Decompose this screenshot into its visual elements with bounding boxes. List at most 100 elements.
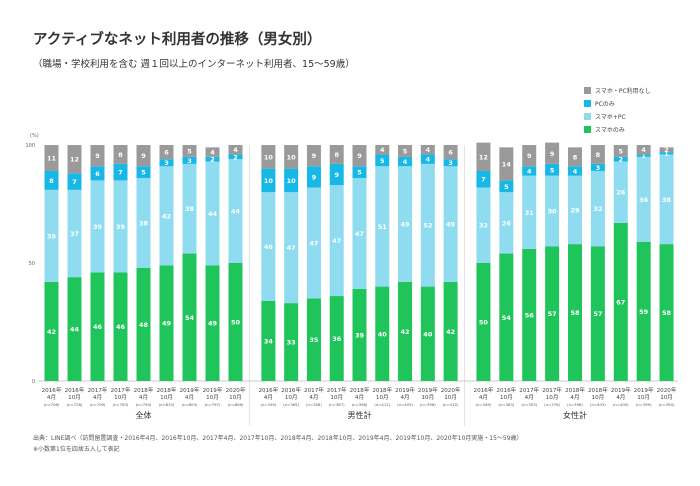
data-label: 4 (527, 167, 532, 175)
bar-segment-phone-only (590, 246, 605, 381)
x-tick-n: (n=365) (283, 402, 299, 407)
data-label: 49 (401, 221, 411, 229)
x-tick-month: 4月 (616, 394, 625, 401)
data-label: 5 (380, 157, 385, 165)
data-label: 42 (162, 212, 171, 220)
bar-segment-both (284, 192, 299, 304)
data-label: 42 (401, 328, 410, 336)
bar-segment-both (476, 187, 491, 263)
bar-segment-phone-only (636, 241, 651, 381)
bar-segment-both (113, 180, 128, 273)
bar-segment-none (284, 145, 299, 169)
bar-segment-both (545, 175, 560, 247)
data-label: 12 (70, 156, 79, 164)
bar-segment-phone-only (568, 244, 582, 381)
bar-segment-phone-only (476, 263, 491, 381)
bar-segment-both (398, 166, 413, 282)
bar-segment-phone-only (284, 303, 299, 381)
bar-segment-both (522, 175, 537, 249)
x-tick-year: 2016年 (258, 386, 278, 394)
data-label: 7 (72, 178, 77, 186)
data-label: 8 (334, 151, 339, 159)
x-tick-month: 4月 (264, 394, 273, 401)
bar-segment-phone-only (44, 281, 59, 381)
data-label: 3 (596, 164, 601, 172)
bar-segment-phone-only (613, 222, 628, 381)
bar-segment-none (659, 147, 674, 153)
bar-segment-pc-only (398, 156, 413, 167)
data-label: 7 (481, 176, 486, 184)
x-tick-month: 10月 (546, 394, 559, 401)
data-label: 8 (49, 177, 54, 185)
data-label: 38 (139, 219, 149, 227)
x-tick-n: (n=708) (44, 402, 60, 407)
data-label: 3 (164, 159, 169, 167)
bar-segment-pc-only (136, 166, 151, 179)
x-tick-month: 10月 (637, 394, 650, 401)
data-label: 26 (616, 189, 626, 197)
data-label: 9 (141, 152, 146, 160)
legend-swatch-both (584, 113, 591, 120)
bar-segment-none (443, 145, 458, 160)
data-label: 5 (141, 169, 146, 177)
x-tick-year: 2020年 (441, 386, 461, 394)
bar-segment-none (205, 147, 220, 157)
bar-segment-none (398, 145, 413, 157)
x-tick-year: 2017年 (327, 386, 347, 394)
x-tick-n: (n=356) (306, 402, 322, 407)
x-tick-month: 10月 (592, 394, 605, 401)
data-label: 8 (573, 153, 578, 161)
bar-segment-both (306, 187, 321, 299)
data-label: 2 (619, 156, 624, 164)
x-tick-month: 10月 (444, 394, 457, 401)
data-label: 40 (378, 330, 388, 338)
bar-segment-both (420, 163, 435, 287)
chart-title: アクティブなネット利用者の推移（男女別） (33, 32, 322, 48)
legend-label: PCのみ (595, 101, 615, 108)
legend-swatch-pc-only (584, 100, 591, 107)
data-label: 47 (287, 244, 296, 252)
bar-segment-pc-only (113, 163, 128, 181)
bar-segment-both (590, 170, 605, 247)
data-label: 7 (118, 169, 123, 177)
bar-segment-none (136, 145, 151, 167)
data-label: 5 (187, 147, 192, 155)
bar-segment-pc-only (375, 154, 390, 167)
bar-segment-pc-only (636, 154, 651, 157)
bar-segment-phone-only (159, 265, 174, 381)
data-label: 9 (95, 152, 100, 160)
bar-segment-both (443, 166, 458, 282)
data-label: 12 (479, 153, 488, 161)
x-tick-year: 2018年 (372, 386, 392, 394)
x-tick-year: 2018年 (157, 386, 177, 394)
x-tick-month: 4月 (309, 394, 318, 401)
bar-segment-both (205, 161, 220, 266)
bar-segment-pc-only (182, 156, 197, 164)
data-label: 49 (446, 221, 456, 229)
bar-segment-none (113, 145, 128, 164)
x-tick-n: (n=396) (567, 402, 583, 407)
y-unit-label: (%) (30, 133, 39, 139)
data-label: 30 (548, 208, 558, 216)
rounding-note: ※小数第1位を四捨五入して表記 (33, 446, 120, 453)
data-label: 26 (502, 219, 512, 227)
x-tick-month: 10月 (114, 394, 127, 401)
data-label: 49 (162, 320, 172, 328)
x-tick-n: (n=353) (521, 402, 537, 407)
data-label: 38 (662, 196, 672, 204)
bar-segment-none (636, 145, 651, 155)
bar-segment-pc-only (261, 168, 276, 193)
data-label: 42 (446, 328, 455, 336)
data-label: 44 (208, 210, 218, 218)
bar-segment-pc-only (499, 180, 514, 193)
data-label: 8 (118, 151, 123, 159)
bar-segment-phone-only (261, 300, 276, 381)
bar-segment-both (329, 185, 344, 297)
data-label: 47 (332, 237, 341, 245)
x-tick-year: 2017年 (542, 386, 562, 394)
bar-segment-both (352, 178, 367, 289)
x-tick-month: 10月 (285, 394, 298, 401)
bar-segment-pc-only (306, 166, 321, 188)
x-tick-month: 4月 (525, 394, 534, 401)
bar-segment-none (67, 145, 82, 174)
